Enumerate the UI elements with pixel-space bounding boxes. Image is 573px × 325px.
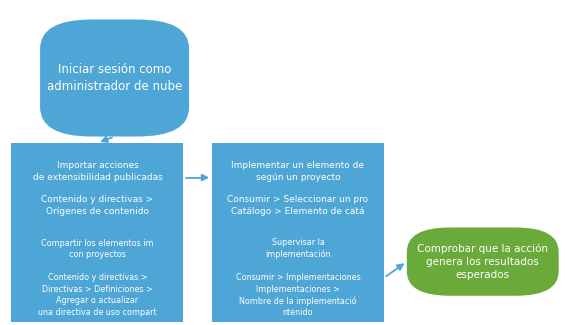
FancyBboxPatch shape: [40, 20, 189, 136]
Text: Comprobar que la acción
genera los resultados
esperados: Comprobar que la acción genera los resul…: [417, 243, 548, 280]
FancyBboxPatch shape: [407, 227, 559, 296]
Bar: [212, 143, 384, 234]
Bar: [11, 143, 183, 234]
Bar: [11, 234, 183, 322]
Bar: [212, 234, 384, 322]
Text: Compartir los elementos im
con proyectos

Contenido y directivas >
Directivas > : Compartir los elementos im con proyectos…: [38, 239, 157, 317]
Text: Supervisar la
implementación

Consumir > Implementaciones
Implementaciones >
Nom: Supervisar la implementación Consumir > …: [236, 238, 360, 318]
Text: Importar acciones
de extensibilidad publicadas

Contenido y directivas >
Orígene: Importar acciones de extensibilidad publ…: [33, 161, 162, 216]
Text: Implementar un elemento de
según un proyecto

Consumir > Seleccionar un pro
Catá: Implementar un elemento de según un proy…: [227, 161, 368, 216]
Text: Iniciar sesión como
administrador de nube: Iniciar sesión como administrador de nub…: [47, 63, 182, 93]
